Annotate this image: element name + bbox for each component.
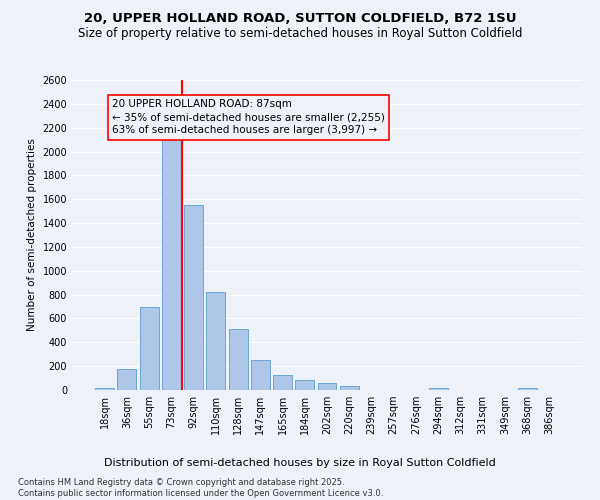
Bar [206, 292, 225, 390]
Text: 20 UPPER HOLLAND ROAD: 87sqm
← 35% of semi-detached houses are smaller (2,255)
6: 20 UPPER HOLLAND ROAD: 87sqm ← 35% of se… [112, 99, 385, 136]
Bar [273, 375, 292, 390]
Bar [184, 204, 203, 390]
Bar [162, 138, 181, 390]
Text: 20, UPPER HOLLAND ROAD, SUTTON COLDFIELD, B72 1SU: 20, UPPER HOLLAND ROAD, SUTTON COLDFIELD… [84, 12, 516, 26]
Text: Size of property relative to semi-detached houses in Royal Sutton Coldfield: Size of property relative to semi-detach… [78, 28, 522, 40]
Bar [140, 306, 158, 390]
Text: Distribution of semi-detached houses by size in Royal Sutton Coldfield: Distribution of semi-detached houses by … [104, 458, 496, 468]
Bar [429, 388, 448, 390]
Y-axis label: Number of semi-detached properties: Number of semi-detached properties [27, 138, 37, 332]
Bar [118, 369, 136, 390]
Bar [518, 388, 536, 390]
Bar [317, 383, 337, 390]
Text: Contains HM Land Registry data © Crown copyright and database right 2025.
Contai: Contains HM Land Registry data © Crown c… [18, 478, 383, 498]
Bar [229, 329, 248, 390]
Bar [251, 360, 270, 390]
Bar [295, 380, 314, 390]
Bar [340, 386, 359, 390]
Bar [95, 388, 114, 390]
